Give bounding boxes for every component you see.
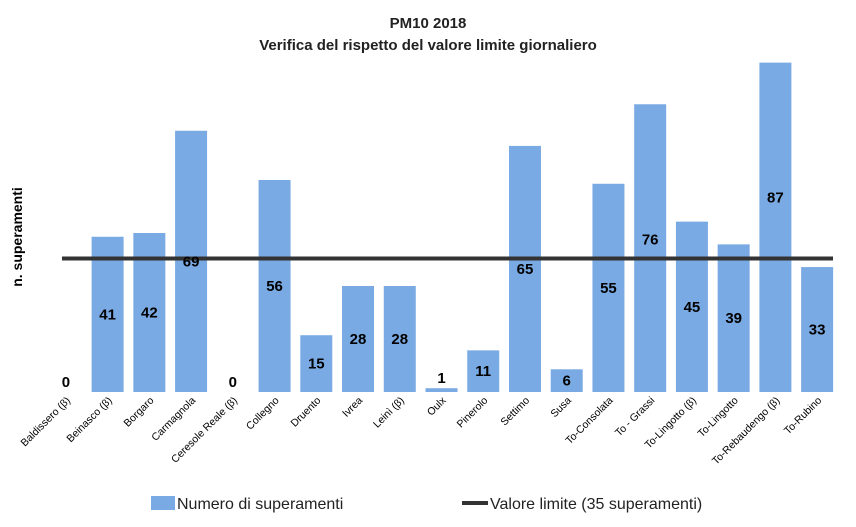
bar <box>258 179 291 392</box>
x-tick-label: Susa <box>548 395 574 421</box>
data-label: 41 <box>99 306 116 323</box>
data-label: 39 <box>725 310 742 327</box>
bar <box>592 183 625 392</box>
data-label: 55 <box>600 280 617 297</box>
data-label: 28 <box>391 331 408 348</box>
data-label: 42 <box>141 304 158 321</box>
x-tick-label: Druento <box>289 395 324 430</box>
bar <box>175 130 208 393</box>
data-label: 76 <box>642 231 659 248</box>
bar <box>91 236 124 392</box>
bar <box>675 221 708 392</box>
bar <box>467 350 500 392</box>
bar <box>550 369 583 392</box>
bar <box>383 285 416 392</box>
bar <box>300 335 333 392</box>
data-label: 6 <box>563 373 571 390</box>
x-tick-label: To-Lingotto <box>696 395 741 440</box>
x-tick-label: Baldissero (β) <box>19 395 73 449</box>
bar <box>634 104 667 392</box>
data-label: 69 <box>183 253 200 270</box>
y-axis-label: n. superamenti <box>9 187 25 287</box>
x-tick-label: Collegno <box>244 395 282 433</box>
legend-line-label: Valore limite (35 superamenti) <box>490 496 702 513</box>
x-tick-label: Oulx <box>425 394 449 418</box>
x-tick-label: Borgaro <box>122 395 157 430</box>
data-label: 87 <box>767 190 784 207</box>
data-label: 33 <box>809 322 826 339</box>
bar <box>717 244 750 392</box>
data-label: 45 <box>684 299 701 316</box>
bar <box>425 388 458 392</box>
x-tick-label: Settimo <box>498 395 532 429</box>
data-label: 56 <box>266 278 283 295</box>
chart-subtitle: Verifica del rispetto del valore limite … <box>259 37 597 54</box>
legend-bar-swatch <box>151 496 175 510</box>
plot-area: Baldissero (β)Beinasco (β) BorgaroCarmagn… <box>19 62 834 467</box>
chart-title: PM10 2018 <box>390 15 467 32</box>
data-label: 15 <box>308 356 325 373</box>
data-label: 11 <box>475 363 491 380</box>
x-tick-label: Pinerolo <box>455 395 491 431</box>
bar <box>801 267 834 392</box>
data-label: 0 <box>229 374 237 391</box>
data-label: 65 <box>517 261 534 278</box>
x-tick-label: To - Grassi <box>613 395 657 439</box>
bar <box>508 145 541 392</box>
data-label: 0 <box>62 374 70 391</box>
legend: Numero di superamenti Valore limite (35 … <box>151 496 702 513</box>
bar <box>759 62 792 392</box>
x-tick-label: To-Rubino <box>782 395 824 437</box>
legend-bar-label: Numero di superamenti <box>177 496 343 513</box>
x-tick-label: Ivrea <box>340 395 365 420</box>
data-label: 1 <box>437 370 445 387</box>
bar <box>342 285 375 392</box>
x-tick-label: Leinì (β) <box>371 395 407 431</box>
data-label: 28 <box>350 331 367 348</box>
